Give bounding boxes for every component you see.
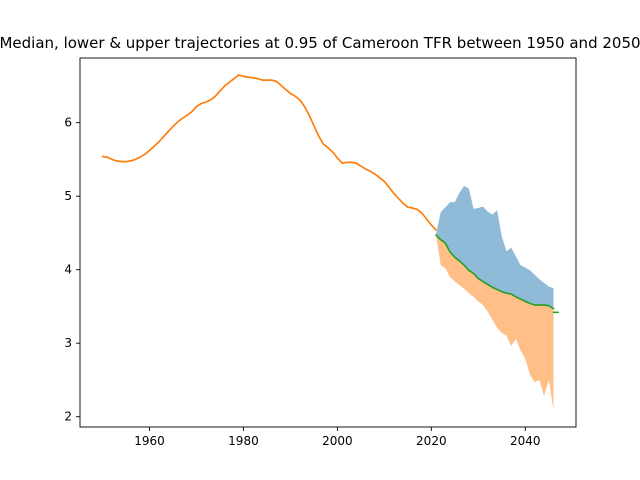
x-tick-label: 2020 [416,434,447,448]
chart-title: Median, lower & upper trajectories at 0.… [0,34,640,52]
y-tick-label: 6 [64,116,72,130]
x-tick-label: 1980 [228,434,259,448]
x-tick-label: 1960 [134,434,165,448]
axes-frame [79,57,577,428]
y-tick-label: 2 [64,410,72,424]
history-line [101,74,437,231]
upper-band-area [436,185,554,309]
y-tick-label: 5 [64,189,72,203]
y-tick-label: 3 [64,336,72,350]
plot-area [101,74,560,410]
y-tick-label: 4 [64,263,72,277]
axes: 1960 1980 2000 2020 2040 2 3 4 5 6 [64,57,577,448]
x-tick-label: 2000 [322,434,353,448]
x-tick-label: 2040 [510,434,541,448]
lower-band-area [436,235,554,410]
median-line [435,234,555,310]
